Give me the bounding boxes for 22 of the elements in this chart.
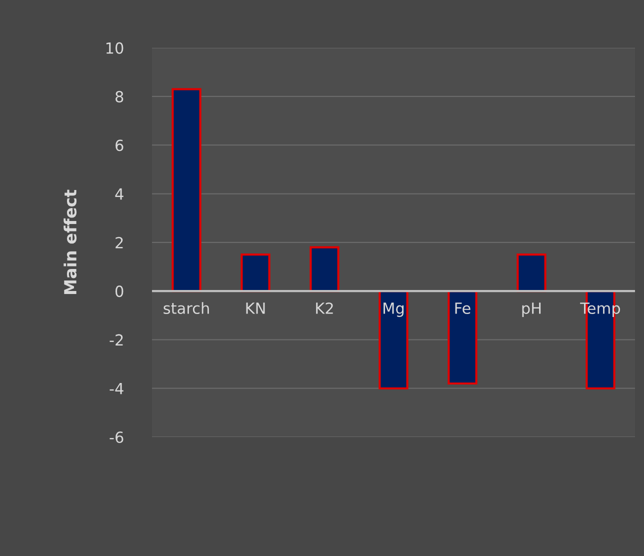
y-tick-label: 2 — [116, 236, 123, 248]
x-tick-label: Fe — [455, 302, 470, 314]
bar — [378, 290, 408, 390]
bar — [240, 254, 270, 292]
y-tick-label: 10 — [106, 42, 124, 54]
x-tick-label: pH — [522, 302, 541, 317]
bar — [448, 290, 478, 385]
y-tick-label: -6 — [110, 431, 124, 444]
y-tick-label: 4 — [115, 188, 124, 200]
y-tick-label: -4 — [110, 383, 124, 394]
y-tick-label: -2 — [110, 334, 123, 346]
x-tick-label: K2 — [316, 302, 333, 314]
x-tick-label: KN — [246, 302, 265, 314]
y-tick-label: 8 — [116, 90, 124, 102]
y-axis-title: Main effect — [64, 190, 77, 294]
x-tick-label: Mg — [384, 302, 404, 317]
x-tick-label: starch — [164, 302, 209, 314]
y-tick-label: 6 — [116, 140, 124, 152]
bar — [172, 88, 202, 292]
bar — [516, 254, 546, 292]
bar — [310, 246, 340, 292]
y-tick-label: 0 — [116, 286, 124, 298]
